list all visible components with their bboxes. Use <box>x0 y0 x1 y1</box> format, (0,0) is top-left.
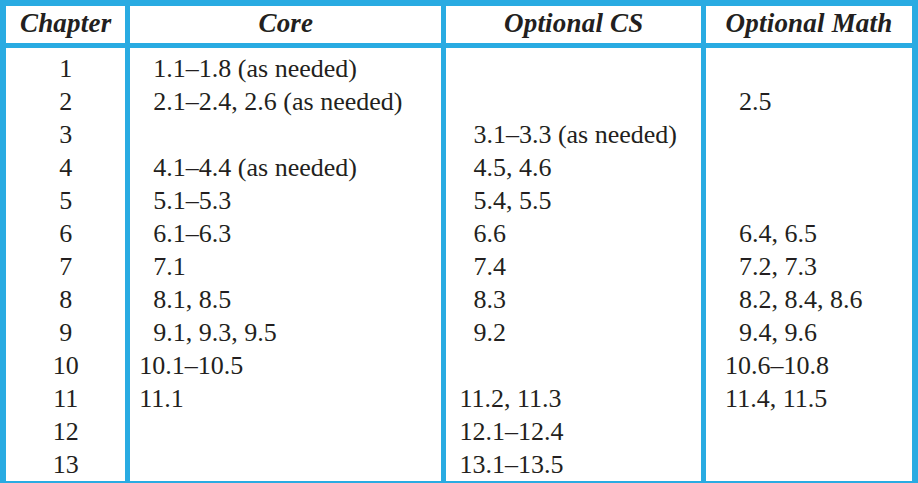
core-sections-cell: 7.1 <box>128 250 444 283</box>
optional-math-sections-cell: 6.4, 6.5 <box>704 217 915 250</box>
table-body: 11.1–1.8 (as needed)22.1–2.4, 2.6 (as ne… <box>3 46 915 483</box>
page: Chapter Core Optional CS Optional Math 1… <box>0 0 918 483</box>
core-sections-cell: 10.1–10.5 <box>128 349 444 382</box>
table-row: 12 12.1–12.4 <box>3 415 915 448</box>
optional-math-sections-cell <box>704 415 915 448</box>
table-row: 3 3.1–3.3 (as needed) <box>3 118 915 151</box>
core-sections-cell <box>128 448 444 483</box>
optional-math-sections-cell: 8.2, 8.4, 8.6 <box>704 283 915 316</box>
column-header-chapter: Chapter <box>3 3 128 46</box>
table-row: 1111.111.2, 11.311.4, 11.5 <box>3 382 915 415</box>
table-row: 13 13.1–13.5 <box>3 448 915 483</box>
chapter-cell: 8 <box>3 283 128 316</box>
optional-math-sections-cell: 2.5 <box>704 85 915 118</box>
column-header-optional-math: Optional Math <box>704 3 915 46</box>
table-header: Chapter Core Optional CS Optional Math <box>3 3 915 46</box>
core-sections-cell <box>128 118 444 151</box>
chapter-cell: 7 <box>3 250 128 283</box>
chapter-cell: 10 <box>3 349 128 382</box>
chapter-cell: 9 <box>3 316 128 349</box>
optional-math-sections-cell: 7.2, 7.3 <box>704 250 915 283</box>
core-sections-cell: 4.1–4.4 (as needed) <box>128 151 444 184</box>
optional-cs-sections-cell: 9.2 <box>444 316 704 349</box>
optional-cs-sections-cell: 4.5, 4.6 <box>444 151 704 184</box>
chapter-cell: 4 <box>3 151 128 184</box>
optional-cs-sections-cell: 3.1–3.3 (as needed) <box>444 118 704 151</box>
core-sections-cell: 1.1–1.8 (as needed) <box>128 46 444 86</box>
table-row: 99.1, 9.3, 9.59.29.4, 9.6 <box>3 316 915 349</box>
optional-cs-sections-cell <box>444 85 704 118</box>
chapter-cell: 5 <box>3 184 128 217</box>
core-sections-cell: 2.1–2.4, 2.6 (as needed) <box>128 85 444 118</box>
table-row: 11.1–1.8 (as needed) <box>3 46 915 86</box>
optional-math-sections-cell <box>704 184 915 217</box>
optional-math-sections-cell <box>704 448 915 483</box>
optional-cs-sections-cell: 5.4, 5.5 <box>444 184 704 217</box>
core-sections-cell: 5.1–5.3 <box>128 184 444 217</box>
table-row: 55.1–5.35.4, 5.5 <box>3 184 915 217</box>
optional-math-sections-cell: 9.4, 9.6 <box>704 316 915 349</box>
chapter-cell: 3 <box>3 118 128 151</box>
core-sections-cell: 6.1–6.3 <box>128 217 444 250</box>
chapter-cell: 12 <box>3 415 128 448</box>
chapter-cell: 6 <box>3 217 128 250</box>
core-sections-cell: 8.1, 8.5 <box>128 283 444 316</box>
table-row: 44.1–4.4 (as needed)4.5, 4.6 <box>3 151 915 184</box>
table-row: 66.1–6.36.66.4, 6.5 <box>3 217 915 250</box>
optional-math-sections-cell <box>704 46 915 86</box>
optional-cs-sections-cell: 11.2, 11.3 <box>444 382 704 415</box>
optional-cs-sections-cell: 6.6 <box>444 217 704 250</box>
core-sections-cell <box>128 415 444 448</box>
chapter-cell: 1 <box>3 46 128 86</box>
table-row: 77.17.47.2, 7.3 <box>3 250 915 283</box>
column-header-core: Core <box>128 3 444 46</box>
optional-cs-sections-cell <box>444 46 704 86</box>
optional-math-sections-cell: 11.4, 11.5 <box>704 382 915 415</box>
chapter-cell: 13 <box>3 448 128 483</box>
optional-cs-sections-cell <box>444 349 704 382</box>
optional-cs-sections-cell: 7.4 <box>444 250 704 283</box>
chapter-cell: 2 <box>3 85 128 118</box>
optional-cs-sections-cell: 13.1–13.5 <box>444 448 704 483</box>
optional-math-sections-cell <box>704 151 915 184</box>
chapter-cell: 11 <box>3 382 128 415</box>
optional-math-sections-cell <box>704 118 915 151</box>
optional-cs-sections-cell: 8.3 <box>444 283 704 316</box>
core-sections-cell: 9.1, 9.3, 9.5 <box>128 316 444 349</box>
chapter-coverage-table: Chapter Core Optional CS Optional Math 1… <box>0 0 918 483</box>
table-row: 88.1, 8.58.38.2, 8.4, 8.6 <box>3 283 915 316</box>
table-row: 22.1–2.4, 2.6 (as needed) 2.5 <box>3 85 915 118</box>
table-row: 1010.1–10.5 10.6–10.8 <box>3 349 915 382</box>
optional-math-sections-cell: 10.6–10.8 <box>704 349 915 382</box>
core-sections-cell: 11.1 <box>128 382 444 415</box>
header-row: Chapter Core Optional CS Optional Math <box>3 3 915 46</box>
optional-cs-sections-cell: 12.1–12.4 <box>444 415 704 448</box>
column-header-optional-cs: Optional CS <box>444 3 704 46</box>
